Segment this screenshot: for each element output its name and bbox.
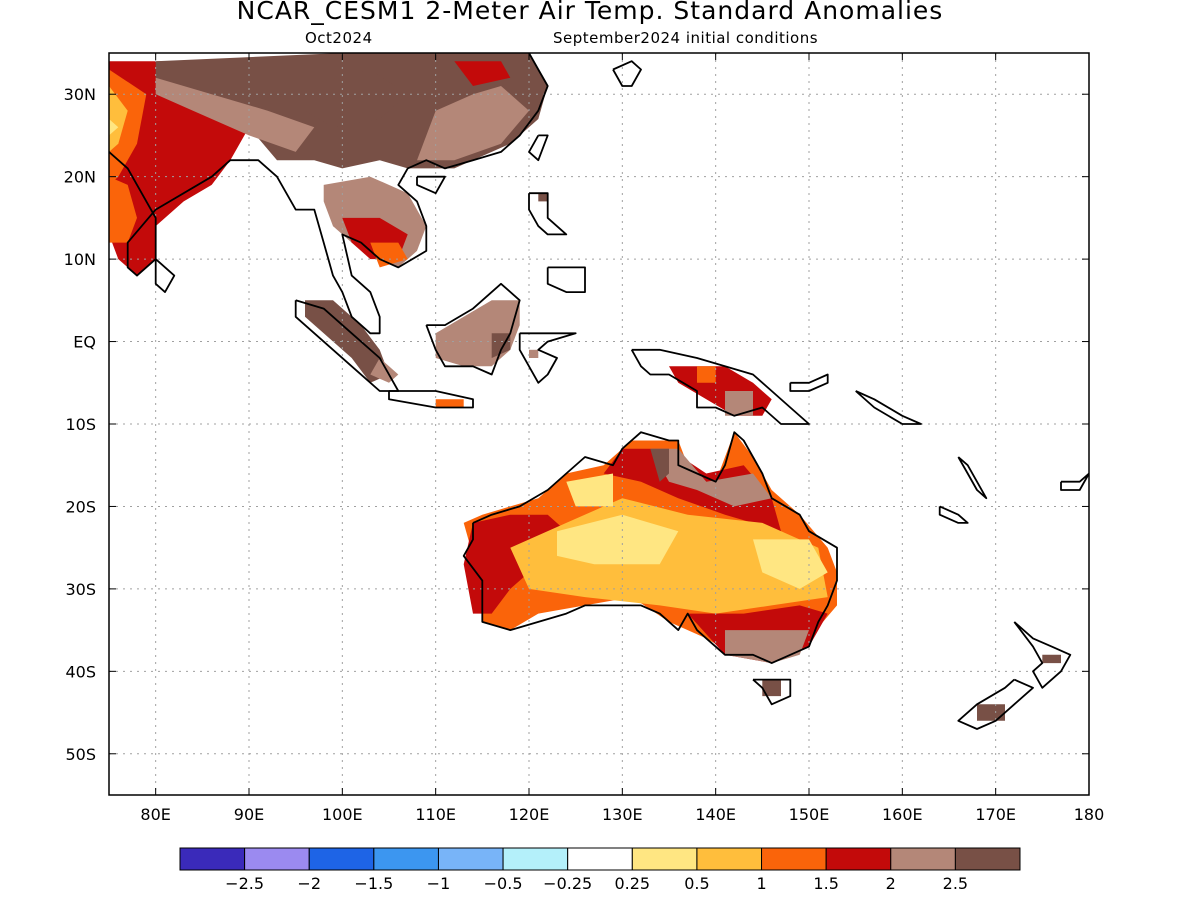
region-new-zealand-north — [1042, 654, 1061, 664]
forecast-month: Oct2024 — [305, 29, 373, 47]
colorbar-label: −2 — [297, 874, 321, 893]
region-new-guinea-west — [697, 366, 716, 383]
coast-philippines-luzon — [528, 192, 568, 236]
colorbar-label: 0.25 — [614, 874, 650, 893]
colorbar-swatch — [244, 847, 310, 871]
region-india-warmest — [109, 86, 128, 152]
colorbar-swatch — [437, 847, 504, 871]
colorbar-label: −1.5 — [354, 874, 393, 893]
lon-tick-label: 100E — [322, 805, 363, 824]
lon-tick-label: 130E — [602, 805, 643, 824]
region-australia-north — [650, 448, 772, 507]
region-india-south — [109, 176, 137, 243]
lat-tick-label: 20N — [64, 168, 96, 187]
region-sumatra-south — [370, 358, 399, 383]
coast-australia — [462, 431, 838, 664]
coast-philippines-mindanao — [546, 266, 586, 294]
lat-tick-label: 30S — [65, 580, 96, 599]
colorbar: −2.5 −2 −1.5 −1 −0.5 −0.25 0.25 0.5 1 1.5 2 2.5 — [179, 847, 1021, 893]
region-china-north-hot — [454, 61, 511, 86]
coast-asia-mainland — [109, 53, 549, 335]
colorbar-label: 0.5 — [684, 874, 709, 893]
region-australia-core-west — [557, 514, 679, 565]
lat-tick-label: 50S — [65, 745, 96, 764]
region-tibet-dark — [305, 69, 408, 128]
lon-tick-label: 170E — [975, 805, 1016, 824]
colorbar-swatch — [631, 847, 698, 871]
region-china-east — [417, 86, 529, 161]
colorbar-swatch — [890, 847, 956, 871]
coast-fiji — [1060, 472, 1089, 491]
colorbar-swatch — [179, 847, 246, 871]
axis-ticks: 80E 90E 100E 110E 120E 130E 140E 150E 160E 170E 18… — [64, 53, 1105, 824]
region-sulawesi — [529, 349, 539, 358]
coast-new-britain — [789, 373, 829, 392]
anomaly-regions — [109, 53, 1061, 721]
map-title: NCAR_CESM1 2-Meter Air Temp. Standard An… — [236, 0, 944, 25]
coast-sri-lanka — [154, 258, 176, 294]
colorbar-swatch — [761, 847, 827, 871]
coastlines — [109, 53, 1089, 730]
region-india-core — [109, 119, 119, 136]
colorbar-label: 2 — [886, 874, 896, 893]
coast-java — [388, 390, 474, 409]
colorbar-swatch — [502, 847, 569, 871]
colorbar-swatch — [825, 847, 892, 871]
lon-tick-label: 150E — [789, 805, 830, 824]
region-cape-york — [650, 448, 669, 482]
region-himalaya — [155, 77, 315, 152]
region-java — [435, 399, 464, 408]
lat-tick-label: 30N — [64, 85, 96, 104]
colorbar-swatch — [954, 847, 1021, 871]
coast-vanuatu — [957, 456, 988, 500]
region-tasmania — [762, 679, 781, 697]
region-cambodia — [370, 242, 408, 268]
coast-nz-north — [1013, 621, 1072, 689]
colorbar-label: −2.5 — [225, 874, 264, 893]
lat-tick-label: 20S — [65, 497, 96, 516]
region-new-guinea-hot — [725, 391, 753, 416]
colorbar-label: −1 — [427, 874, 451, 893]
lon-tick-label: 160E — [882, 805, 923, 824]
lon-tick-label: 120E — [509, 805, 550, 824]
colorbar-label: 1.5 — [813, 874, 838, 893]
initial-conditions: September2024 initial conditions — [553, 29, 819, 47]
region-australia-southeast-hot — [725, 630, 809, 664]
region-australia-kimberley — [566, 473, 613, 507]
colorbar-label: −0.25 — [543, 874, 592, 893]
lat-tick-label: 10S — [65, 415, 96, 434]
coast-sulawesi — [518, 332, 577, 384]
colorbar-swatch — [567, 847, 633, 871]
lon-tick-label: 110E — [415, 805, 456, 824]
gridlines — [109, 53, 1089, 795]
coast-tasmania — [752, 678, 792, 706]
lon-tick-label: 80E — [140, 805, 170, 824]
lon-tick-label: 90E — [234, 805, 264, 824]
coast-nz-south — [957, 678, 1034, 730]
coast-solomon-islands — [855, 390, 922, 425]
region-australia-top-end — [603, 448, 781, 532]
coast-new-guinea — [630, 348, 810, 425]
colorbar-swatch — [373, 847, 439, 871]
coast-borneo — [425, 282, 521, 376]
region-philippines — [538, 193, 548, 202]
coast-taiwan — [528, 134, 549, 162]
coast-new-caledonia — [938, 505, 969, 524]
colorbar-swatch — [308, 847, 375, 871]
colorbar-label: 1 — [756, 874, 766, 893]
region-borneo-brown — [491, 333, 511, 358]
coast-japan-kyushu — [612, 60, 642, 87]
region-new-zealand — [977, 704, 1005, 721]
lon-tick-label: 180 — [1074, 805, 1105, 824]
colorbar-label: −0.5 — [484, 874, 523, 893]
lat-tick-label: EQ — [73, 333, 96, 352]
coast-hainan — [416, 175, 446, 195]
lat-tick-label: 10N — [64, 250, 96, 269]
lat-tick-label: 40S — [65, 662, 96, 681]
lon-tick-label: 140E — [695, 805, 736, 824]
colorbar-label: 2.5 — [943, 874, 968, 893]
colorbar-swatch — [696, 847, 763, 871]
